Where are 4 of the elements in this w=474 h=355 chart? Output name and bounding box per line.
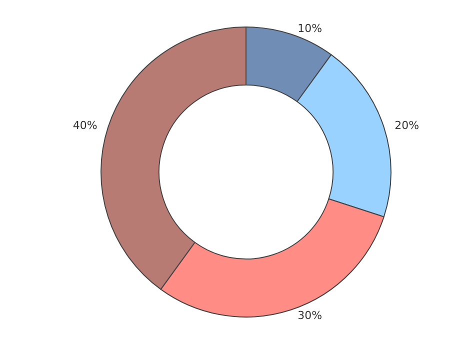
data-label: 30%	[298, 309, 322, 322]
data-label: 10%	[298, 22, 322, 35]
data-label: 40%	[72, 118, 98, 132]
data-label: 20%	[394, 118, 420, 132]
